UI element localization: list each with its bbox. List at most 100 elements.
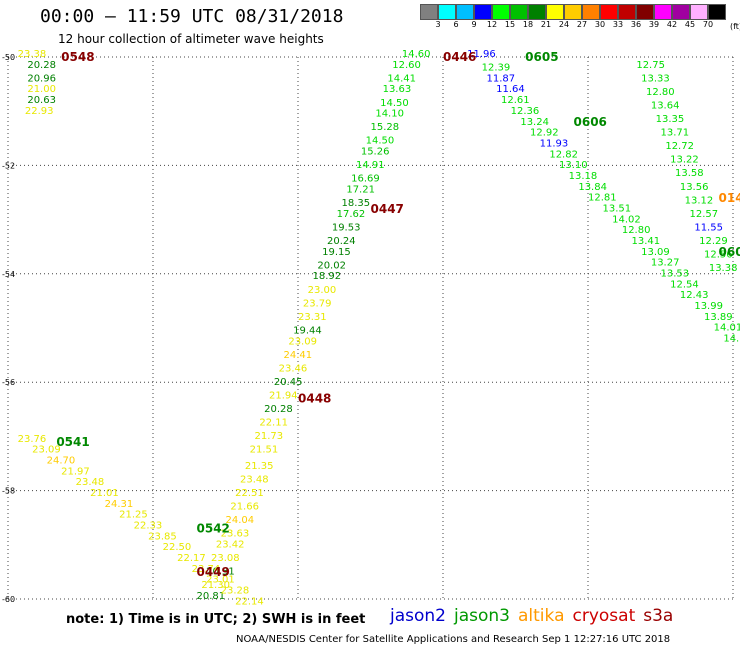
swh-point-label: 20.81 (197, 591, 226, 602)
scale-label: 21 (540, 20, 552, 29)
legend: jason2 jason3 altika cryosat s3a (390, 606, 681, 626)
scale-label: 70 (702, 20, 714, 29)
swh-point-label: 12.29 (699, 236, 728, 247)
swh-point-label: 21.73 (255, 431, 284, 442)
swh-point-label: 13.41 (632, 236, 661, 247)
pass-time-label: 0446 (443, 50, 476, 64)
swh-point-label: 20.28 (27, 60, 56, 71)
footer-note: note: 1) Time is in UTC; 2) SWH is in fe… (66, 612, 366, 627)
swh-point-label: 12.80 (622, 225, 651, 236)
swh-point-label: 11.55 (694, 222, 723, 233)
pass-time-label: 0448 (298, 391, 331, 405)
swh-point-label: 13.27 (651, 258, 680, 269)
swh-point-label: 24.04 (226, 515, 255, 526)
y-tick-label: -50 (2, 53, 15, 62)
swh-point-label: 12.60 (392, 60, 421, 71)
swh-point-label: 15.26 (361, 147, 390, 158)
swh-point-label: 23.79 (303, 298, 332, 309)
chart-title: 00:00 — 11:59 UTC 08/31/2018 (40, 6, 344, 27)
scale-swatch (528, 4, 546, 20)
swh-point-label: 21.00 (27, 84, 56, 95)
swh-point-label: 12.82 (549, 149, 578, 160)
scale-swatch (474, 4, 492, 20)
pass-time-label: 0449 (197, 565, 230, 579)
pass-time-label: 0607 (719, 245, 740, 259)
scale-label: 36 (630, 20, 642, 29)
swh-point-label: 22.17 (177, 553, 206, 564)
scale-label: 39 (648, 20, 660, 29)
swh-point-label: 12.61 (501, 95, 530, 106)
scale-label: 42 (666, 20, 678, 29)
swh-point-label: 12.75 (636, 60, 665, 71)
swh-point-label: 16.69 (351, 174, 380, 185)
swh-point-label: 13.58 (675, 168, 704, 179)
y-tick-label: -54 (2, 270, 15, 279)
swh-point-label: 13.89 (704, 312, 733, 323)
swh-point-label: 13.33 (641, 73, 670, 84)
swh-point-label: 13.56 (680, 182, 709, 193)
scale-swatch (708, 4, 726, 20)
scale-label: 33 (612, 20, 624, 29)
swh-point-label: 21.97 (61, 466, 90, 477)
swh-point-label: 12.92 (530, 128, 559, 139)
scale-label: 3 (435, 20, 441, 29)
swh-point-label: 12.56 (704, 250, 733, 261)
swh-point-label: 13.71 (661, 128, 690, 139)
swh-point-label: 22.14 (235, 596, 264, 605)
swh-point-label: 21.94 (269, 390, 298, 401)
swh-point-label: 24.41 (284, 350, 313, 361)
swh-point-label: 23.00 (308, 285, 337, 296)
scale-swatch (600, 4, 618, 20)
swh-point-label: 11.64 (496, 84, 525, 95)
swh-point-label: 20.63 (27, 95, 56, 106)
scale-label: 9 (471, 20, 477, 29)
swh-point-label: 23.74 (192, 564, 221, 575)
swh-point-label: 12.57 (690, 209, 719, 220)
swh-point-label: 20.96 (27, 73, 56, 84)
scale-label: 45 (684, 20, 696, 29)
scale-swatch (546, 4, 564, 20)
scale-swatch (420, 4, 438, 20)
scale-label: 12 (486, 20, 498, 29)
swh-point-label: 13.09 (641, 247, 670, 258)
swh-point-label: 21.30 (201, 580, 230, 591)
pass-time-label: 0605 (525, 50, 558, 64)
y-tick-label: -58 (2, 487, 15, 496)
swh-point-label: 18.92 (313, 271, 342, 282)
legend-jason2: jason2 (390, 606, 446, 626)
swh-point-label: 19.53 (332, 222, 361, 233)
pass-time-label: 0606 (574, 115, 607, 129)
swh-point-label: 13.12 (685, 195, 714, 206)
swh-point-label: 21.35 (245, 461, 274, 472)
swh-point-label: 22.93 (25, 106, 54, 117)
credit-line: NOAA/NESDIS Center for Satellite Applica… (236, 634, 671, 645)
swh-point-label: 23.85 (148, 531, 177, 542)
scale-swatch (582, 4, 600, 20)
swh-point-label: 23.01 (206, 575, 235, 586)
swh-point-label: 23.48 (76, 477, 105, 488)
scale-swatch (636, 4, 654, 20)
swh-point-label: 14.50 (380, 98, 409, 109)
swh-point-label: 23.09 (32, 445, 61, 456)
swh-point-label: 11.87 (487, 73, 516, 84)
y-tick-label: -56 (2, 378, 15, 387)
swh-point-label: 18.35 (342, 198, 371, 209)
scale-swatch (672, 4, 690, 20)
swh-point-label: 20.02 (317, 260, 346, 271)
swh-point-label: 24.31 (105, 499, 134, 510)
swh-point-label: 21.01 (90, 488, 119, 499)
swh-point-label: 13.18 (569, 171, 598, 182)
swh-point-label: 13.63 (383, 84, 412, 95)
legend-s3a: s3a (643, 606, 674, 626)
swh-point-label: 11.96 (467, 49, 496, 60)
swh-point-label: 12.36 (511, 106, 540, 117)
swh-point-label: 20.45 (274, 377, 303, 388)
swh-point-label: 14.10 (375, 109, 404, 120)
swh-point-label: 23.63 (221, 529, 250, 540)
swh-point-label: 19.15 (322, 247, 351, 258)
scale-swatch (492, 4, 510, 20)
swh-point-label: 21.66 (230, 502, 259, 513)
swh-point-label: 20.31 (206, 567, 235, 578)
swh-point-label: 12.81 (588, 193, 617, 204)
swh-point-label: 13.53 (661, 269, 690, 280)
